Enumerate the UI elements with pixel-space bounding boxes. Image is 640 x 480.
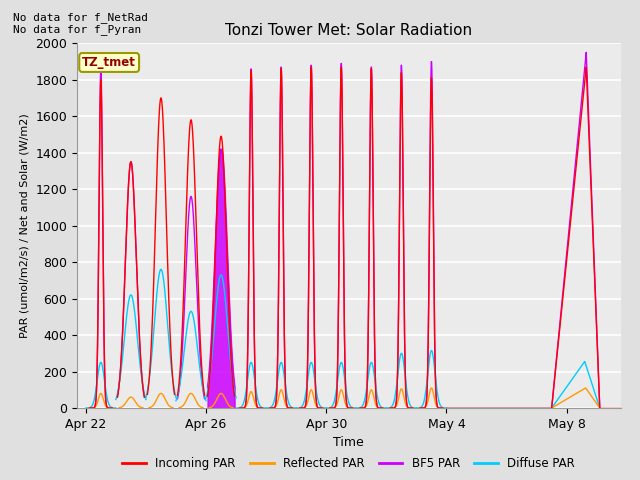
Title: Tonzi Tower Met: Solar Radiation: Tonzi Tower Met: Solar Radiation	[225, 23, 472, 38]
Text: No data for f_NetRad: No data for f_NetRad	[13, 12, 148, 23]
Text: No data for f_Pyran: No data for f_Pyran	[13, 24, 141, 35]
X-axis label: Time: Time	[333, 436, 364, 449]
Text: TZ_tmet: TZ_tmet	[82, 56, 136, 69]
Legend: Incoming PAR, Reflected PAR, BF5 PAR, Diffuse PAR: Incoming PAR, Reflected PAR, BF5 PAR, Di…	[118, 453, 580, 475]
Y-axis label: PAR (umol/m2/s) / Net and Solar (W/m2): PAR (umol/m2/s) / Net and Solar (W/m2)	[20, 113, 29, 338]
